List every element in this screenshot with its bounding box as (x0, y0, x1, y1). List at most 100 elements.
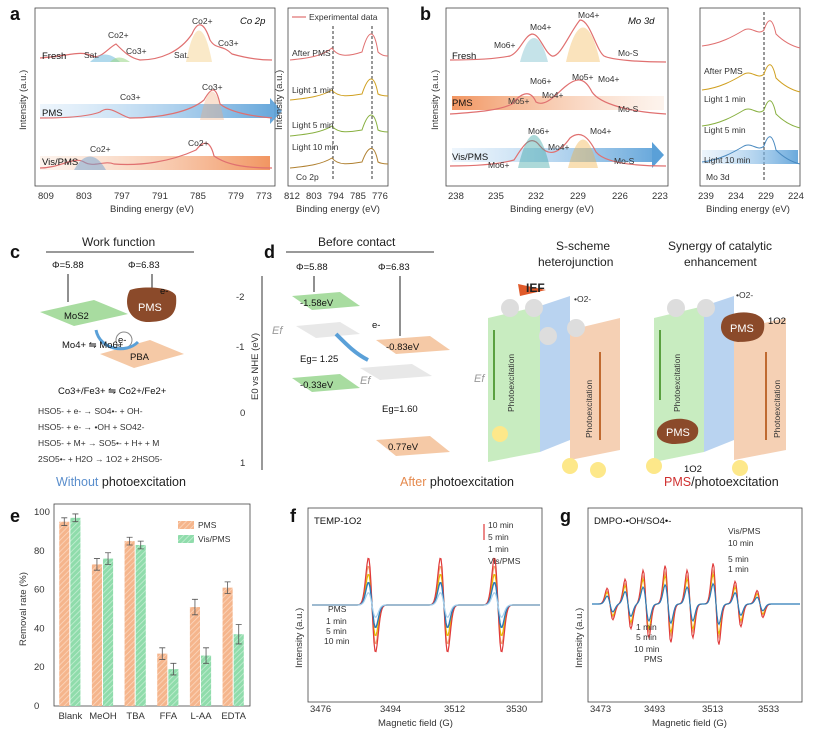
g-leg-top-1: 10 min (728, 538, 754, 548)
d-vb2-plate (376, 436, 450, 456)
g-leg-top-3: 1 min (728, 564, 749, 574)
peak-co2-1: Co2+ (108, 30, 129, 40)
d-syn-orange (734, 318, 786, 460)
d-vb1-plate (292, 374, 360, 392)
b-mos-fresh: Mo-S (618, 48, 639, 58)
e-legend-swatch-vis (178, 535, 194, 543)
inset-element: Co 2p (296, 172, 319, 182)
b-vis-band (452, 148, 652, 162)
panel-e: e Removal rate (%) 0 20 40 60 80 100 Blank MeO… (10, 503, 251, 722)
peak-sat-1: Sat. (84, 50, 99, 60)
panel-a-ylabel: Intensity (a.u.) (18, 70, 29, 130)
b-inset-label-2: Light 5 min (704, 125, 746, 135)
b-mo4-fresh-1: Mo4+ (530, 22, 552, 32)
panel-b-main-frame (445, 7, 669, 187)
e-bar-vis-pms-edta (233, 634, 244, 706)
f-xtick-1: 3494 (380, 704, 401, 715)
f-leg-top-2: 1 min (488, 544, 509, 554)
b-mo5-pms-2: Mo5+ (572, 72, 594, 82)
d-axis-label: E0 vs NHE (eV) (250, 333, 261, 400)
e-errorbar-1-2 (137, 540, 144, 550)
panel-a-label: a (10, 4, 21, 24)
panel-a-inset-frame (287, 7, 389, 187)
g-leg-bot-2: 10 min (634, 644, 660, 654)
g-xlabel: Magnetic field (G) (652, 718, 727, 729)
d-ytick-1: -1 (236, 342, 244, 353)
f-xtick-0: 3476 (310, 704, 331, 715)
peak-co2-2: Co2+ (192, 16, 213, 26)
e-errorbar-1-5 (235, 624, 242, 645)
b-label-vis: Vis/PMS (452, 152, 488, 163)
panel-b: b Mo 3d Fresh PMS Vis/PMS Mo6+ Mo4+ Mo4+… (420, 4, 804, 215)
a-inset-xtick-4: 776 (372, 191, 388, 202)
a-xtick-5: 779 (228, 191, 244, 202)
inset-label-after-pms: After PMS (292, 48, 331, 58)
fresh-peak-green (110, 57, 130, 62)
d-scheme-e3 (539, 327, 557, 345)
inset-label-5min: Light 5 min (292, 120, 334, 130)
d-syn-pms-blob (720, 312, 765, 342)
peak-sat-2: Sat. (174, 50, 189, 60)
inset-trace-10min (289, 148, 389, 169)
inset-trace-after-pms (289, 33, 389, 61)
b-inset-xtick-2: 229 (758, 191, 774, 202)
b-mo4-pms-2: Mo4+ (598, 74, 620, 84)
d-syn-h1 (646, 458, 662, 474)
d-scheme-blue (540, 296, 570, 452)
d-eg1: Eg= 1.25 (300, 354, 338, 365)
d-syn-pms-blob2 (656, 418, 699, 444)
d-cb1-plate (292, 292, 360, 310)
b-inset-trace-2 (701, 100, 801, 129)
d-scheme-title1: S-scheme (556, 239, 610, 253)
g-ylabel: Intensity (a.u.) (574, 608, 585, 668)
panel-d: d E0 vs NHE (eV) -2 -1 0 1 Before contac… (236, 235, 786, 489)
c-reaction-1: HSO5- + e- → •OH + SO42- (38, 422, 145, 432)
fresh-peak-gold (186, 30, 212, 62)
b-xtick-1: 235 (488, 191, 504, 202)
b-mos-vis: Mo-S (614, 156, 635, 166)
c-mos2-plate (40, 300, 128, 326)
b-fresh-spectrum (449, 19, 667, 63)
e-bar-vis-pms-meoh (103, 558, 114, 706)
a-xtick-4: 785 (190, 191, 206, 202)
d-syn-photo2: Photoexcitation (772, 380, 782, 438)
c-pba: PBA (130, 352, 150, 363)
d-ef2: Ef (360, 375, 371, 387)
e-xtick-4: L-AA (190, 711, 212, 722)
c-reaction-2: HSO5- + M+ → SO5•- + H+ + M (38, 438, 159, 448)
c-mo-redox: Mo4+ ⇋ Mo6+ (62, 340, 124, 351)
e-xtick-2: TBA (126, 711, 145, 722)
d-vb2: 0.77eV (388, 442, 419, 453)
e-xtick-0: Blank (58, 711, 82, 722)
d-cb2: -0.83eV (386, 342, 420, 353)
b-mo6-vis: Mo6+ (488, 160, 510, 170)
f-spectrum-pms-1min (312, 592, 540, 618)
panel-b-xlabel: Binding energy (eV) (510, 204, 594, 215)
d-syn-singlet-2: 1O2 (684, 464, 702, 475)
b-inset-label-0: After PMS (704, 66, 743, 76)
c-caption-colored: Without (56, 475, 99, 489)
b-inset-xtick-1: 234 (728, 191, 744, 202)
panel-b-inset-frame (699, 7, 801, 187)
d-synergy-title1: Synergy of catalytic (668, 239, 772, 253)
c-caption-rest: photoexcitation (98, 475, 186, 489)
b-inset-trace-3 (701, 136, 801, 165)
d-scheme-title2: heterojunction (538, 255, 613, 269)
e-bar-pms-tba (124, 541, 135, 706)
f-leg-bot-1: 1 min (326, 616, 347, 626)
c-reaction-0: HSO5- + e- → SO4•- + OH- (38, 406, 143, 416)
panel-c-label: c (10, 242, 20, 262)
e-ylabel: Removal rate (%) (18, 572, 29, 646)
peak-vis-co2-1: Co2+ (90, 144, 111, 154)
d-scheme-ef: Ef (474, 373, 485, 385)
d-ytick-3: 1 (240, 458, 245, 469)
a-xtick-6: 773 (256, 191, 272, 202)
inset-ylabel: Intensity (a.u.) (274, 70, 285, 130)
b-inset-label-1: Light 1 min (704, 94, 746, 104)
d-phi1: Φ=5.88 (296, 262, 328, 273)
b-mo4-vis: Mo4+ (548, 142, 570, 152)
b-inset-xlabel: Binding energy (eV) (706, 204, 790, 215)
e-errorbar-0-4 (191, 598, 198, 616)
b-fresh-peak1 (520, 38, 548, 62)
peak-pms-co3-1: Co3+ (120, 92, 141, 102)
